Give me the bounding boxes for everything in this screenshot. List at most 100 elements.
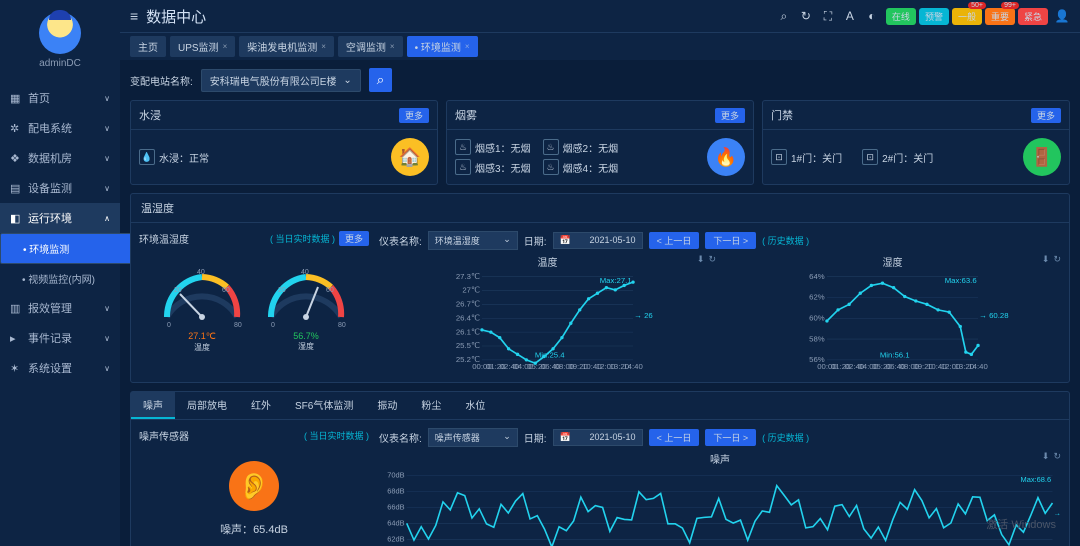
sidebar: adminDC ▦首页∨✲配电系统∨❖数据机房∨▤设备监测∨◧运行环境∧• 环境… <box>0 0 120 546</box>
svg-text:25.5℃: 25.5℃ <box>456 341 480 350</box>
svg-text:26.7℃: 26.7℃ <box>456 300 480 309</box>
svg-text:62%: 62% <box>809 293 825 302</box>
svg-text:26.4℃: 26.4℃ <box>456 313 480 322</box>
sub-tab[interactable]: 红外 <box>239 392 283 419</box>
sidebar-item[interactable]: ✲配电系统∨ <box>0 113 120 143</box>
history-link[interactable]: ( 历史数据 ) <box>762 234 809 247</box>
instrument-select[interactable]: 噪声传感器⌄ <box>428 428 518 447</box>
station-select[interactable]: 安科瑞电气股份有限公司E楼⌄ <box>201 69 361 92</box>
download-icon[interactable]: ⬇ <box>697 254 705 265</box>
card-door: 门禁更多 ⊡1#门：关门⊡2#门：关门 🚪 <box>762 100 1070 185</box>
main-area: ≡ 数据中心 ⌕ ↻ ⛶ A ◐ 在线预警一般50+重要99+紧急 👤 主页UP… <box>120 0 1080 546</box>
tab[interactable]: • 环境监测 × <box>407 36 478 57</box>
card-smoke: 烟雾更多 ♨烟感1：无烟♨烟感2：无烟♨烟感3：无烟♨烟感4：无烟 🔥 <box>446 100 754 185</box>
tab[interactable]: 空调监测 × <box>338 36 403 57</box>
sidebar-item[interactable]: ✶系统设置∨ <box>0 353 120 383</box>
date-select[interactable]: 📅 2021-05-10 <box>553 232 643 249</box>
svg-text:66dB: 66dB <box>387 502 404 511</box>
sidebar-item[interactable]: ▸事件记录∨ <box>0 323 120 353</box>
more-button[interactable]: 更多 <box>1031 108 1061 123</box>
alert-badge[interactable]: 紧急 <box>1018 8 1048 25</box>
svg-text:27.3℃: 27.3℃ <box>456 272 480 281</box>
tab[interactable]: 柴油发电机监测 × <box>239 36 334 57</box>
svg-text:Max:68.6: Max:68.6 <box>1021 475 1052 484</box>
svg-text:→ 60.28: → 60.28 <box>979 311 1008 320</box>
noise-panel: 噪声局部放电红外SF6气体监测振动粉尘水位 噪声传感器( 当日实时数据 ) 👂 … <box>130 391 1070 546</box>
sub-tab[interactable]: SF6气体监测 <box>283 392 365 419</box>
user-icon[interactable]: 👤 <box>1054 8 1070 24</box>
refresh-icon[interactable]: ↻ <box>798 8 814 24</box>
svg-text:40: 40 <box>301 269 309 276</box>
nav-menu: ▦首页∨✲配电系统∨❖数据机房∨▤设备监测∨◧运行环境∧• 环境监测• 视频监控… <box>0 83 120 383</box>
sidebar-item[interactable]: ▦首页∨ <box>0 83 120 113</box>
svg-text:Max:63.6: Max:63.6 <box>945 276 977 285</box>
chart-temperature: ⬇↻ 温度 25.2℃25.5℃26.1℃26.4℃26.7℃27℃27.3℃0… <box>379 254 716 374</box>
alert-badge[interactable]: 重要99+ <box>985 8 1015 25</box>
tab[interactable]: UPS监测 × <box>170 36 235 57</box>
search-button[interactable]: ⌕ <box>369 68 392 92</box>
sub-tab[interactable]: 振动 <box>365 392 409 419</box>
more-button[interactable]: 更多 <box>399 108 429 123</box>
user-avatar-block: adminDC <box>0 0 120 75</box>
station-filter: 变配电站名称: 安科瑞电气股份有限公司E楼⌄ ⌕ <box>130 68 1070 92</box>
svg-text:20: 20 <box>278 287 286 294</box>
svg-text:64dB: 64dB <box>387 518 404 527</box>
sub-tab[interactable]: 水位 <box>453 392 497 419</box>
svg-text:80: 80 <box>234 322 242 329</box>
sidebar-item[interactable]: ▤设备监测∨ <box>0 173 120 203</box>
gauge-humidity: 020406080 56.7% 湿度 <box>256 252 356 353</box>
download-icon[interactable]: ⬇ <box>1042 254 1050 265</box>
card-water: 水浸更多 💧水浸：正常 🏠 <box>130 100 438 185</box>
prev-day-button[interactable]: < 上一日 <box>649 232 700 249</box>
smoke-status-icon: 🔥 <box>707 138 745 176</box>
sub-tab[interactable]: 粉尘 <box>409 392 453 419</box>
sidebar-item[interactable]: • 视频监控(内网) <box>0 264 120 293</box>
prev-day-button[interactable]: < 上一日 <box>649 429 700 446</box>
refresh-icon[interactable]: ↻ <box>708 254 716 265</box>
svg-text:26.1℃: 26.1℃ <box>456 327 480 336</box>
chart-noise: ⬇↻ 噪声 60dB62dB64dB66dB68dB70dB00:0000:35… <box>379 451 1061 546</box>
refresh-icon[interactable]: ↻ <box>1053 451 1061 462</box>
sidebar-item[interactable]: ❖数据机房∨ <box>0 143 120 173</box>
svg-text:0: 0 <box>271 322 275 329</box>
svg-text:60%: 60% <box>809 313 825 322</box>
topbar-actions: ⌕ ↻ ⛶ A ◐ 在线预警一般50+重要99+紧急 👤 <box>776 8 1070 25</box>
hamburger-icon[interactable]: ≡ <box>130 8 138 24</box>
topbar: ≡ 数据中心 ⌕ ↻ ⛶ A ◐ 在线预警一般50+重要99+紧急 👤 <box>120 0 1080 32</box>
more-button[interactable]: 更多 <box>715 108 745 123</box>
sidebar-item[interactable]: ◧运行环境∧ <box>0 203 120 233</box>
svg-text:14:40: 14:40 <box>968 362 988 371</box>
alert-badge[interactable]: 在线 <box>886 8 916 25</box>
next-day-button[interactable]: 下一日 > <box>705 429 756 446</box>
tab[interactable]: 主页 <box>130 36 166 57</box>
svg-text:Min:25.4: Min:25.4 <box>535 351 565 360</box>
tab-bar: 主页UPS监测 ×柴油发电机监测 ×空调监测 ×• 环境监测 × <box>120 32 1080 60</box>
more-button[interactable]: 更多 <box>339 231 369 246</box>
fullscreen-icon[interactable]: ⛶ <box>820 8 836 24</box>
refresh-icon[interactable]: ↻ <box>1053 254 1061 265</box>
gauge-temperature: 020406080 27.1℃ 温度 <box>152 252 252 353</box>
svg-text:Min:56.1: Min:56.1 <box>880 351 910 360</box>
alert-badge[interactable]: 一般50+ <box>952 8 982 25</box>
date-select[interactable]: 📅 2021-05-10 <box>553 429 643 446</box>
search-icon[interactable]: ⌕ <box>776 8 792 24</box>
svg-text:→ 26: → 26 <box>634 311 653 320</box>
next-day-button[interactable]: 下一日 > <box>705 232 756 249</box>
sub-tab[interactable]: 噪声 <box>131 392 175 419</box>
svg-text:58%: 58% <box>809 334 825 343</box>
avatar-icon[interactable] <box>39 12 81 54</box>
font-icon[interactable]: A <box>842 8 858 24</box>
sub-tabs: 噪声局部放电红外SF6气体监测振动粉尘水位 <box>131 392 1069 420</box>
sub-tab[interactable]: 局部放电 <box>175 392 239 419</box>
download-icon[interactable]: ⬇ <box>1042 451 1050 462</box>
svg-text:20: 20 <box>174 287 182 294</box>
svg-text:62dB: 62dB <box>387 534 404 543</box>
svg-text:27℃: 27℃ <box>462 286 480 295</box>
page-title: 数据中心 <box>146 6 206 27</box>
instrument-select[interactable]: 环境温湿度⌄ <box>428 231 518 250</box>
alert-badge[interactable]: 预警 <box>919 8 949 25</box>
sidebar-item[interactable]: ▥报效管理∨ <box>0 293 120 323</box>
history-link[interactable]: ( 历史数据 ) <box>762 431 809 444</box>
water-status-icon: 🏠 <box>391 138 429 176</box>
theme-icon[interactable]: ◐ <box>864 8 880 24</box>
